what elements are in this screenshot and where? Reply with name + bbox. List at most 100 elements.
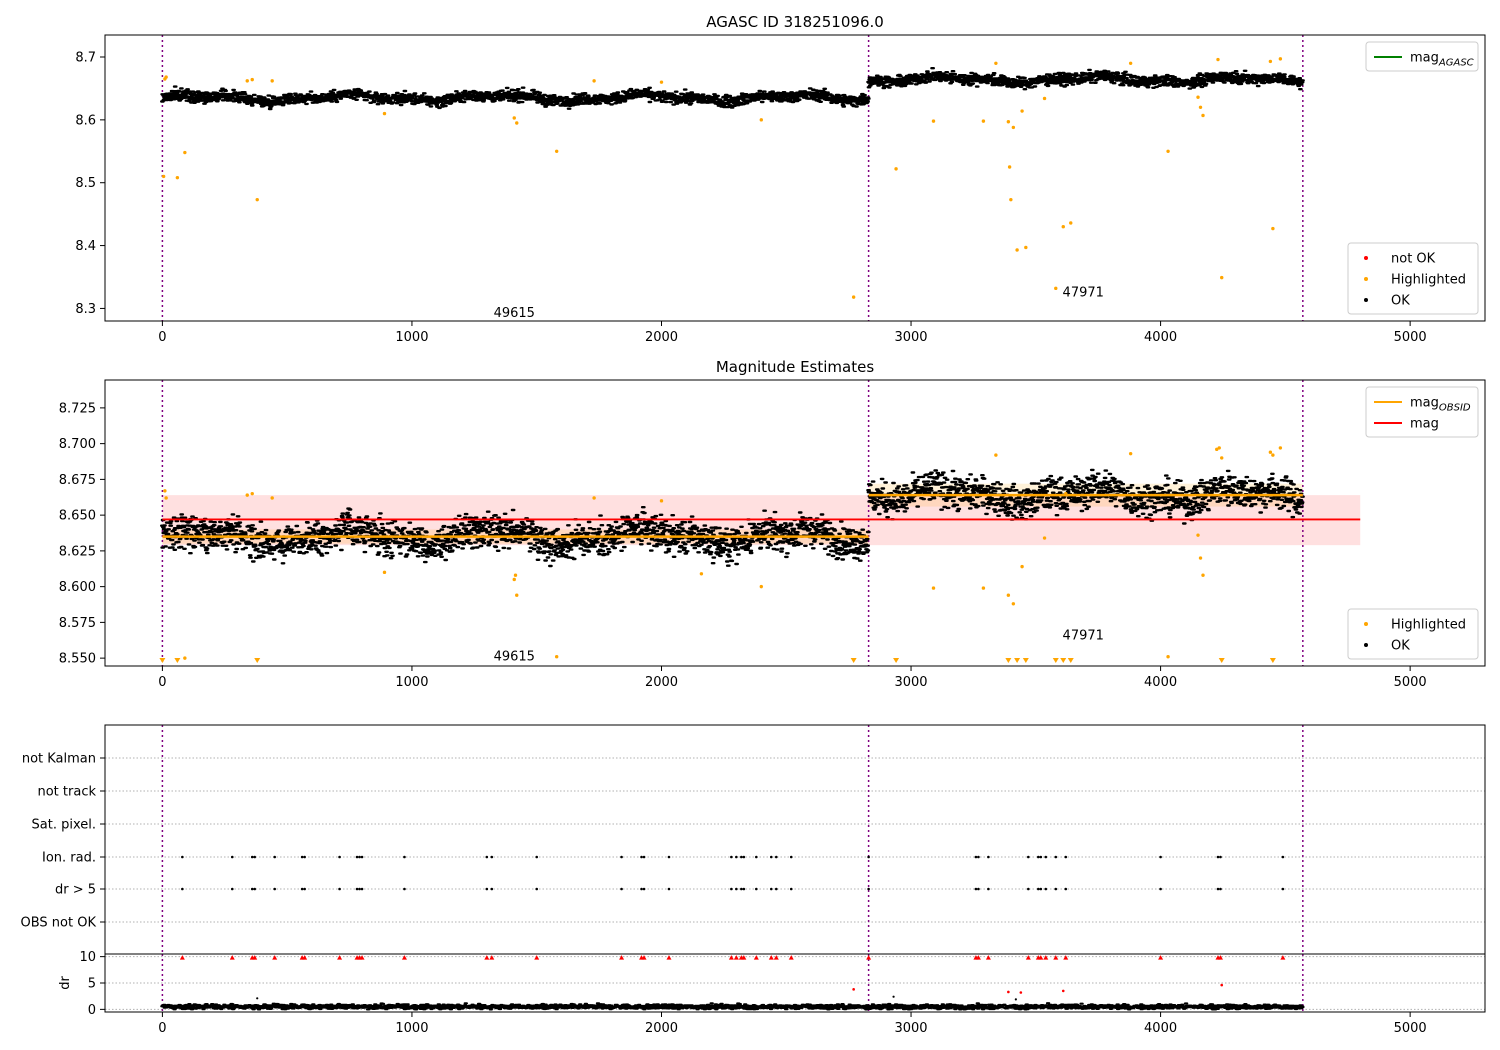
flag-event-point <box>250 855 254 859</box>
dr-clipped-marker <box>272 955 278 960</box>
flag-event-point <box>273 887 276 891</box>
flag-event-point <box>642 887 646 891</box>
legend-box <box>1365 41 1479 72</box>
flag-event-point <box>789 855 793 859</box>
y-tick-label: 8.3 <box>75 302 96 317</box>
legend-label: not OK <box>1391 252 1436 267</box>
x-tick-label: 2000 <box>645 1021 678 1036</box>
y-tick-label: 8.600 <box>59 580 96 595</box>
flag-event-point <box>755 855 758 859</box>
flag-event-point <box>1037 887 1040 891</box>
magnitude-estimates-panel: Magnitude Estimates 49615 47971 0 1000 2000 30… <box>59 358 1486 690</box>
highlighted-point <box>1220 275 1224 280</box>
flag-event-point <box>1027 855 1030 859</box>
flag-row-label: Ion. rad. <box>42 851 96 866</box>
ok-points <box>160 506 871 568</box>
flag-event-point <box>300 887 304 891</box>
dr-clipped-marker <box>641 955 647 960</box>
highlighted-point <box>1009 197 1013 202</box>
highlighted-point <box>699 572 704 576</box>
flag-event-point <box>1216 855 1220 859</box>
highlighted-point <box>164 75 168 79</box>
dr-clipped-marker <box>489 955 495 960</box>
flag-event-point <box>987 887 990 891</box>
dr-clipped-marker <box>768 955 774 960</box>
highlighted-point <box>554 655 559 659</box>
dr-clipped-marker <box>229 955 235 960</box>
flag-event-point <box>355 887 359 891</box>
x-tick-label: 0 <box>158 1021 166 1036</box>
highlighted-point <box>994 453 998 457</box>
highlighted-point <box>270 496 274 500</box>
highlighted-point <box>931 586 936 590</box>
highlighted-point <box>1020 564 1024 569</box>
highlighted-point <box>981 586 986 590</box>
dr-clipped-marker <box>1158 955 1164 960</box>
highlighted-point <box>245 493 249 497</box>
highlighted-point <box>175 175 180 180</box>
flag-event-point <box>769 855 773 859</box>
agasc-magnitude-panel: AGASC ID 318251096.0 49615 47971 0 1000 2000 3… <box>75 13 1486 345</box>
flag-event-point <box>642 855 646 859</box>
highlighted-point <box>1042 96 1047 101</box>
clipped-marker <box>1067 658 1074 663</box>
highlighted-point <box>513 573 518 577</box>
dr-outlier-red <box>1061 989 1065 993</box>
flag-event-point <box>742 855 746 859</box>
x-tick-label: 1000 <box>395 330 428 345</box>
y-tick-label: 8.550 <box>59 652 96 667</box>
highlighted-point <box>1166 655 1170 659</box>
dr-clipped-marker <box>1280 955 1286 960</box>
highlighted-point <box>1011 125 1016 130</box>
legend-label-text: mag <box>1410 51 1439 66</box>
dr-clipped-marker <box>1053 955 1059 960</box>
flag-event-point <box>740 887 743 891</box>
highlighted-point <box>255 197 259 202</box>
highlighted-point <box>1201 573 1205 577</box>
highlighted-point <box>1201 113 1205 118</box>
highlighted-point <box>1268 59 1273 64</box>
dr-clipped-marker <box>534 955 540 960</box>
legend-label: OK <box>1391 294 1410 309</box>
highlighted-point <box>1216 57 1220 62</box>
flag-event-point <box>338 887 341 891</box>
legend-marker <box>1364 277 1368 281</box>
highlighted-point <box>1271 226 1275 231</box>
y-tick-label: 8.725 <box>59 401 96 416</box>
flag-event-point <box>535 855 539 859</box>
flag-event-point <box>977 855 980 859</box>
flag-event-point <box>740 855 743 859</box>
highlighted-point <box>1069 221 1073 225</box>
flag-event-point <box>620 855 623 859</box>
flag-event-point <box>358 887 361 891</box>
clipped-marker <box>1052 658 1059 663</box>
flag-event-point <box>485 855 489 859</box>
flag-event-point <box>1039 887 1043 891</box>
flag-event-point <box>181 887 184 891</box>
highlighted-point <box>1024 245 1028 250</box>
x-tick-label: 2000 <box>645 675 678 690</box>
flag-row-label: dr > 5 <box>55 883 96 898</box>
flag-event-point <box>774 855 778 859</box>
highlighted-point <box>270 79 274 83</box>
legend-marker <box>1364 622 1368 626</box>
highlighted-point <box>931 119 936 123</box>
flag-event-point <box>230 855 234 859</box>
dr-outlier-red <box>1019 991 1023 994</box>
flag-event-point <box>485 887 489 891</box>
axes-frame <box>104 34 1486 322</box>
highlighted-point <box>1217 446 1221 450</box>
clipped-marker <box>1022 658 1029 663</box>
dr-clipped-marker <box>985 955 991 960</box>
flag-event-point <box>1044 887 1048 891</box>
flag-event-point <box>360 855 364 859</box>
highlighted-point <box>554 149 559 153</box>
y-tick-label: 8.575 <box>59 616 96 631</box>
highlighted-point <box>1166 149 1170 153</box>
dr-clipped-marker <box>401 955 407 960</box>
flag-event-point <box>1064 855 1068 859</box>
highlighted-point <box>994 61 998 65</box>
dr-outlier <box>892 995 895 998</box>
flag-event-point <box>253 887 257 891</box>
